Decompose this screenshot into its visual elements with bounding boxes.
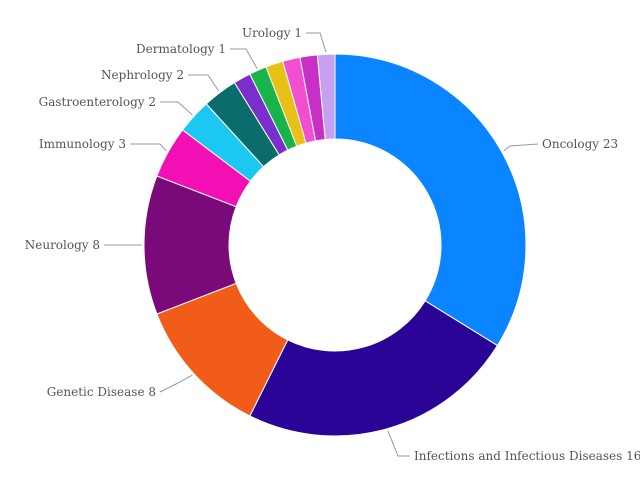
label-genetic-disease: Genetic Disease 8: [47, 385, 156, 399]
label-infections-and-infectious-diseases: Infections and Infectious Diseases 16: [414, 449, 640, 463]
slices-group: [143, 53, 527, 437]
slice-infections-and-infectious-diseases[interactable]: [249, 300, 499, 437]
label-nephrology: Nephrology 2: [101, 68, 184, 82]
labels-group: Oncology 23 Infections and Infectious Dis…: [25, 26, 640, 463]
leader-line-urology: [306, 32, 327, 53]
leader-line-genetic-disease: [159, 374, 193, 393]
label-dermatology: Dermatology 1: [136, 42, 226, 56]
slice-oncology[interactable]: [334, 53, 527, 347]
label-oncology: Oncology 23: [542, 137, 618, 151]
label-immunology: Immunology 3: [39, 137, 126, 151]
leader-line-nephrology: [188, 74, 220, 92]
leader-line-immunology: [130, 143, 167, 152]
leader-line-gastroenterology: [160, 101, 193, 116]
leader-line-infections-and-infectious-diseases: [387, 430, 410, 457]
label-neurology: Neurology 8: [25, 238, 100, 252]
leader-line-dermatology: [230, 48, 258, 69]
label-urology: Urology 1: [242, 26, 302, 40]
slice-urology[interactable]: [316, 53, 336, 140]
label-gastroenterology: Gastroenterology 2: [39, 95, 156, 109]
leader-line-oncology: [503, 143, 539, 152]
